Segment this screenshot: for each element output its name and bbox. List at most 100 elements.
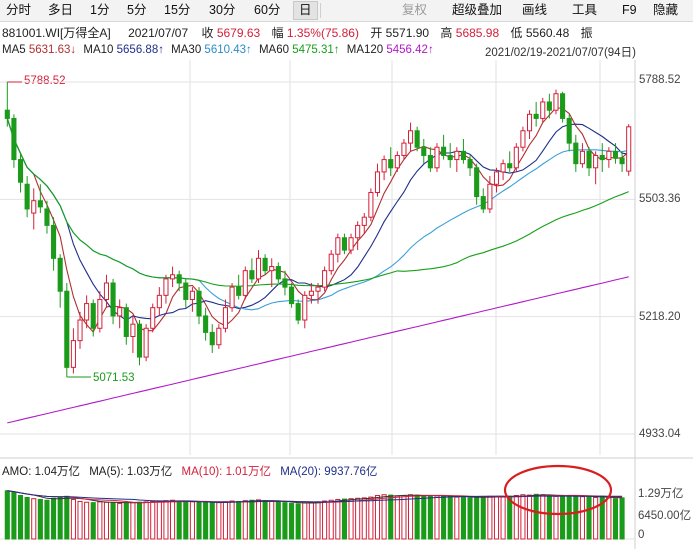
candle-down [289, 286, 295, 305]
volume-bar [176, 500, 182, 540]
volume-bar [136, 501, 143, 540]
candle-down [90, 303, 96, 329]
volume-bar [51, 497, 57, 540]
candle-up [348, 237, 354, 251]
candle-down [480, 196, 486, 210]
candle-up [493, 171, 500, 185]
candle-down [64, 290, 70, 368]
open-value: 5571.90 [385, 26, 430, 40]
volume-bar [44, 499, 50, 540]
candle-down [176, 274, 182, 284]
volume-bar [163, 500, 169, 540]
tools-button[interactable]: 工具 [572, 3, 598, 17]
volume-bar [348, 498, 354, 540]
volume-bar [520, 494, 526, 540]
volume-bar [361, 497, 367, 540]
adjust-button[interactable]: 复权 [402, 3, 428, 17]
volume-bar [427, 495, 433, 540]
close-value: 5679.63 [216, 26, 261, 40]
volume-bar [249, 499, 255, 540]
volume-bar [586, 496, 592, 540]
candle-up [513, 146, 519, 169]
draw-line-button[interactable]: 画线 [522, 3, 548, 17]
volume-bar [606, 497, 612, 540]
volume-bar [480, 496, 486, 540]
volume-bar [579, 496, 585, 540]
volume-axis-label-zero: 0 [638, 529, 645, 541]
candle-up [163, 278, 169, 296]
tab-15min[interactable]: 15分 [164, 3, 191, 17]
volume-bar [540, 494, 546, 540]
amo-value: 1.04万亿 [34, 466, 80, 478]
vol-ma10-label: MA(10): [181, 466, 223, 478]
candle-down [573, 142, 579, 165]
candle-up [70, 340, 76, 368]
super-overlay-button[interactable]: 超级叠加 [452, 3, 503, 17]
change-label: 幅 [271, 26, 284, 40]
candle-up [84, 303, 90, 321]
volume-bar [526, 494, 533, 540]
candle-up [434, 146, 440, 169]
candle-down [203, 315, 209, 333]
tab-daily[interactable]: 日 [293, 1, 318, 20]
volume-bar [90, 502, 96, 540]
candle-up [170, 274, 176, 280]
volume-bar [322, 500, 328, 540]
ma120-label: MA120 [346, 44, 384, 56]
candle-down [17, 159, 24, 183]
ma10-value: 5656.88↑ [116, 44, 164, 56]
candle-down [586, 150, 592, 169]
vol-ma20-value: 9937.76亿 [324, 466, 378, 478]
vol-ma20-label: MA(20): [280, 466, 322, 478]
tab-timeshare[interactable]: 分时 [6, 3, 32, 17]
candle-down [447, 154, 453, 161]
price-axis-label-top: 5788.52 [639, 74, 681, 86]
f9-button[interactable]: F9 [622, 3, 637, 17]
candle-up [255, 257, 262, 280]
candle-up [553, 93, 559, 111]
ma5-value: 5631.63↓ [28, 44, 77, 56]
tab-5min[interactable]: 5分 [127, 3, 147, 17]
candle-down [566, 117, 572, 144]
ma120-value: 5456.42↑ [386, 44, 434, 56]
volume-bar [434, 495, 440, 540]
tab-multi-day[interactable]: 多日 [48, 3, 74, 17]
volume-bar [454, 496, 460, 540]
volume-bar [619, 497, 625, 540]
candle-down [388, 159, 394, 169]
tab-60min[interactable]: 60分 [254, 3, 281, 17]
tab-30min[interactable]: 30分 [209, 3, 236, 17]
tab-1min[interactable]: 1分 [90, 3, 110, 17]
volume-bar [328, 499, 334, 540]
hide-button[interactable]: 隐藏 [653, 3, 679, 17]
volume-bar [282, 502, 288, 540]
candle-down [467, 159, 473, 169]
quote-info-row: 881001.WI[万得全A] 2021/07/07 收 5679.63 幅 1… [2, 24, 593, 41]
date-range: 2021/02/19-2021/07/07(94日) [485, 47, 636, 59]
volume-bar [467, 497, 473, 540]
candle-down [441, 146, 447, 156]
candle-up [216, 327, 222, 346]
candle-up [626, 126, 632, 172]
candle-up [156, 294, 162, 309]
candle-down [123, 307, 129, 337]
volume-legend-row: AMO: 1.04万亿 MA(5): 1.03万亿 MA(10): 1.01万亿… [2, 463, 377, 479]
open-label: 开 [370, 26, 383, 40]
candle-down [421, 146, 427, 156]
ma120-line [7, 276, 629, 424]
volume-bar [103, 501, 110, 540]
volume-bar [143, 501, 149, 540]
candle-up [454, 150, 460, 161]
volume-bar [612, 498, 619, 540]
volume-bar [500, 496, 506, 540]
quote-date: 2021/07/07 [128, 26, 189, 40]
close-label: 收 [201, 26, 214, 40]
volume-bar [315, 501, 321, 540]
candle-down [619, 157, 625, 165]
volume-bar [447, 495, 453, 540]
volume-bars-layer [4, 490, 625, 540]
candle-up [143, 327, 149, 358]
candle-down [546, 101, 552, 111]
volume-bar [209, 502, 215, 540]
